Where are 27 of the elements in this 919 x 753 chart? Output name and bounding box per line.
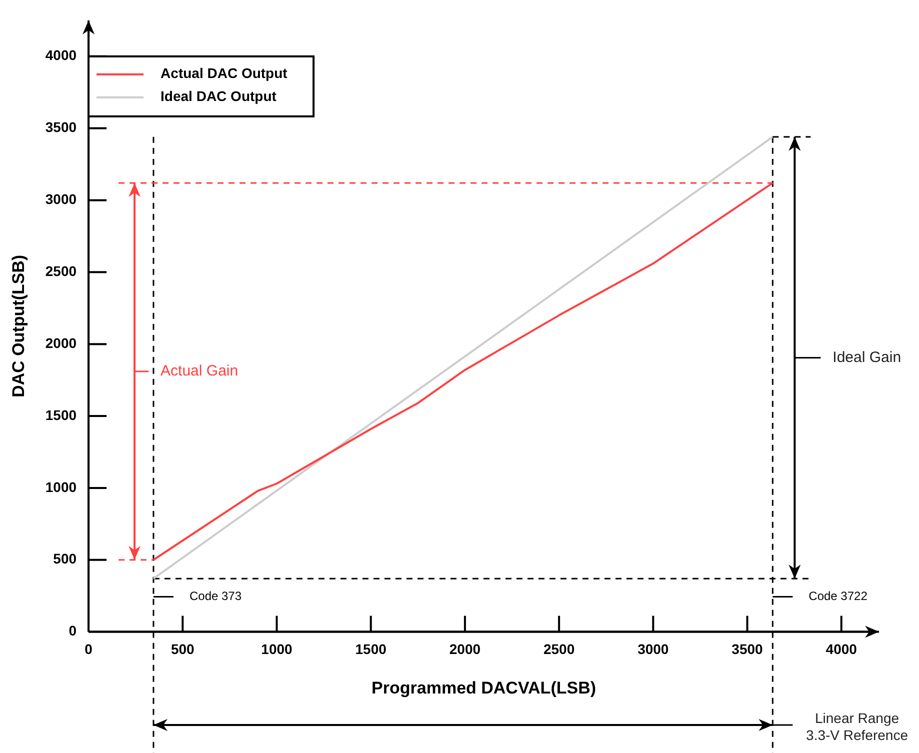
x-axis-title: Programmed DACVAL(LSB) [372, 678, 596, 698]
y-tick-label: 1500 [45, 406, 77, 423]
y-tick-label: 3000 [45, 191, 77, 208]
legend-label: Ideal DAC Output [160, 88, 277, 104]
x-tick-label: 1000 [261, 641, 293, 658]
y-tick-label: 0 [68, 622, 77, 639]
x-tick-label: 1500 [355, 641, 387, 658]
annotation: Actual Gain [160, 362, 238, 380]
y-tick-label: 2500 [45, 263, 77, 280]
y-tick-label: 4000 [45, 47, 77, 64]
ref-line-label: Code 373 [189, 589, 242, 604]
annotation: Ideal Gain [832, 348, 902, 366]
text: Linear Range 3.3-V Reference [806, 710, 908, 743]
x-tick-label: 2500 [543, 641, 575, 658]
y-tick-label: 3500 [45, 119, 77, 136]
y-tick-label: 500 [53, 550, 77, 567]
x-tick-label: 3000 [638, 641, 669, 658]
x-tick-label: 4000 [826, 641, 858, 658]
legend-label: Actual DAC Output [160, 65, 288, 82]
y-tick-label: 1000 [45, 478, 77, 495]
ref-line-label: Code 3722 [808, 589, 868, 604]
x-tick-label: 2000 [449, 641, 481, 658]
x-tick-label: 0 [84, 641, 93, 658]
y-axis-title: DAC Output(LSB) [8, 254, 28, 398]
x-tick-label: 3500 [732, 641, 764, 658]
x-tick-label: 500 [170, 641, 195, 658]
y-tick-label: 2000 [45, 334, 77, 351]
